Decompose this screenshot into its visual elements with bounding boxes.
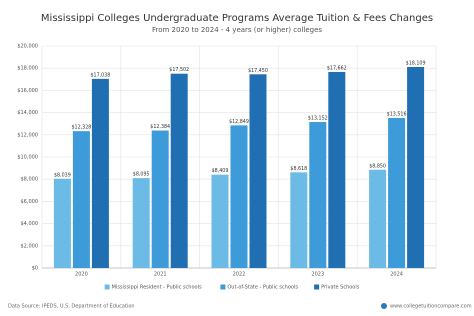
bar [407, 66, 425, 268]
x-tick-label: 2021 [154, 272, 167, 278]
bar [211, 174, 229, 268]
value-label: $12,328 [71, 125, 91, 131]
value-label: $12,384 [150, 124, 170, 130]
chart-subtitle: From 2020 to 2024 - 4 years (or higher) … [152, 26, 322, 34]
y-tick-label: $16,000 [17, 88, 38, 94]
bar [170, 73, 188, 268]
y-tick-label: $14,000 [17, 110, 38, 116]
chart-title: Mississippi Colleges Undergraduate Progr… [41, 13, 433, 24]
y-tick-label: $20,000 [17, 44, 38, 50]
value-label: $17,502 [169, 67, 189, 73]
legend-swatch [220, 284, 226, 290]
x-tick-label: 2024 [390, 272, 403, 278]
value-label: $13,516 [387, 111, 407, 117]
y-tick-label: $10,000 [17, 155, 38, 161]
y-tick-label: $2,000 [21, 243, 39, 249]
bar [249, 74, 267, 269]
x-tick-label: 2020 [75, 272, 88, 278]
bar [290, 172, 308, 268]
bar [369, 169, 387, 268]
bar [53, 178, 71, 268]
value-label: $17,662 [327, 65, 347, 71]
bar [388, 117, 406, 268]
value-label: $8,618 [290, 166, 307, 172]
bar [309, 122, 327, 268]
y-tick-label: $18,000 [17, 66, 38, 72]
bar [91, 78, 109, 268]
value-label: $8,095 [133, 172, 150, 178]
legend-label: Out-of-State - Public schools [227, 285, 298, 291]
value-label: $17,038 [90, 72, 110, 78]
website: www.collegetuitioncompare.com [390, 304, 472, 310]
source: Data Source: IPEDS, U.S. Department of E… [8, 304, 135, 310]
legend-label: Mississippi Resident - Public schools [112, 285, 202, 291]
bar [230, 125, 248, 268]
legend-label: Private Schools [321, 285, 360, 291]
value-label: $8,850 [369, 163, 386, 169]
bar [72, 131, 90, 268]
y-tick-label: $8,000 [21, 177, 39, 183]
y-tick-label: $0 [32, 266, 38, 272]
value-label: $8,409 [212, 168, 229, 174]
bar [132, 178, 150, 268]
bar [328, 71, 346, 268]
value-label: $18,109 [406, 60, 426, 66]
y-tick-label: $6,000 [21, 199, 39, 205]
legend-swatch [314, 284, 320, 290]
bar [151, 130, 169, 268]
value-label: $17,450 [248, 68, 268, 74]
y-tick-label: $4,000 [21, 221, 39, 227]
y-tick-label: $12,000 [17, 132, 38, 138]
site-icon [381, 303, 387, 309]
value-label: $13,152 [308, 116, 328, 122]
x-tick-label: 2023 [311, 272, 324, 278]
x-tick-label: 2022 [233, 272, 246, 278]
value-label: $12,849 [229, 119, 249, 125]
value-label: $8,039 [54, 172, 71, 178]
legend-swatch [104, 284, 110, 290]
